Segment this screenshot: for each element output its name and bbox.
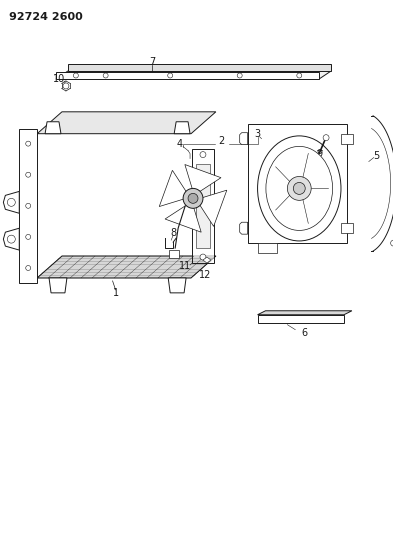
- Polygon shape: [185, 165, 221, 191]
- Circle shape: [287, 176, 311, 200]
- Polygon shape: [37, 256, 216, 278]
- Circle shape: [200, 254, 206, 260]
- Circle shape: [297, 73, 302, 78]
- Circle shape: [26, 235, 31, 239]
- Text: 12: 12: [199, 270, 211, 280]
- Polygon shape: [56, 71, 331, 79]
- Text: 6: 6: [301, 328, 307, 337]
- Bar: [196, 164, 210, 248]
- Polygon shape: [19, 129, 37, 283]
- Circle shape: [188, 193, 198, 203]
- Ellipse shape: [266, 147, 333, 230]
- Text: 8: 8: [170, 228, 176, 238]
- Circle shape: [183, 188, 203, 208]
- Ellipse shape: [258, 136, 341, 241]
- Circle shape: [26, 172, 31, 177]
- Text: 92724 2600: 92724 2600: [9, 12, 83, 22]
- Polygon shape: [4, 191, 19, 213]
- Text: 11: 11: [179, 261, 191, 271]
- Polygon shape: [258, 315, 344, 322]
- Text: 7: 7: [149, 57, 156, 67]
- Polygon shape: [159, 171, 186, 207]
- Circle shape: [323, 135, 329, 141]
- Circle shape: [237, 73, 242, 78]
- Text: 5: 5: [374, 151, 380, 160]
- Text: 4: 4: [177, 139, 183, 149]
- Text: 10: 10: [53, 74, 65, 84]
- Circle shape: [293, 182, 305, 195]
- Circle shape: [73, 73, 78, 78]
- Bar: [192, 149, 214, 263]
- Polygon shape: [45, 122, 61, 134]
- Circle shape: [63, 83, 69, 89]
- Polygon shape: [37, 112, 216, 134]
- Polygon shape: [240, 222, 248, 234]
- Polygon shape: [174, 122, 190, 134]
- Text: 9: 9: [316, 149, 322, 159]
- Polygon shape: [341, 134, 353, 144]
- Polygon shape: [168, 278, 186, 293]
- Polygon shape: [68, 64, 331, 71]
- Circle shape: [390, 240, 394, 246]
- Circle shape: [26, 265, 31, 270]
- Polygon shape: [240, 133, 248, 144]
- Bar: [248, 124, 347, 243]
- Text: 3: 3: [255, 128, 261, 139]
- Circle shape: [26, 141, 31, 146]
- Text: 2: 2: [219, 136, 225, 146]
- Circle shape: [200, 151, 206, 158]
- Polygon shape: [258, 311, 352, 315]
- Polygon shape: [341, 223, 353, 233]
- Polygon shape: [200, 190, 227, 227]
- Circle shape: [103, 73, 108, 78]
- Polygon shape: [56, 72, 319, 79]
- Polygon shape: [4, 228, 19, 250]
- Polygon shape: [165, 205, 201, 232]
- Circle shape: [26, 203, 31, 208]
- Circle shape: [7, 235, 15, 243]
- Circle shape: [7, 198, 15, 206]
- Polygon shape: [203, 257, 211, 263]
- Polygon shape: [258, 243, 277, 253]
- Text: 1: 1: [113, 288, 119, 298]
- Bar: [169, 250, 179, 258]
- Polygon shape: [49, 278, 67, 293]
- Circle shape: [168, 73, 173, 78]
